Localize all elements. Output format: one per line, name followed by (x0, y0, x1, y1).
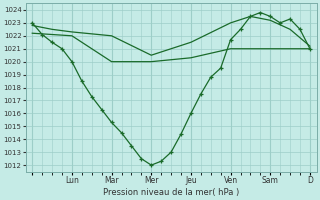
X-axis label: Pression niveau de la mer( hPa ): Pression niveau de la mer( hPa ) (103, 188, 239, 197)
